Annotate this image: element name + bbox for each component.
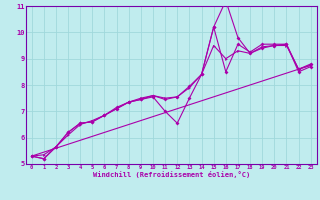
X-axis label: Windchill (Refroidissement éolien,°C): Windchill (Refroidissement éolien,°C) xyxy=(92,171,250,178)
